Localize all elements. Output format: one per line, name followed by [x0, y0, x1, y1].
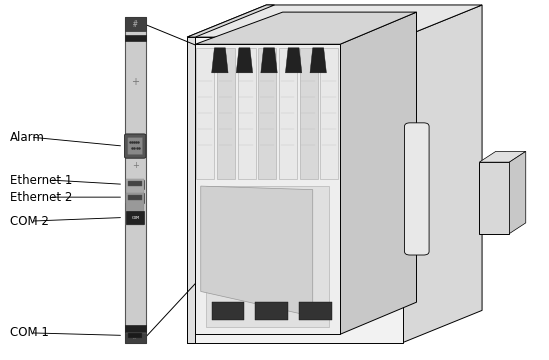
Polygon shape [259, 48, 276, 179]
Polygon shape [340, 12, 417, 334]
Polygon shape [206, 186, 329, 327]
Polygon shape [238, 48, 256, 179]
FancyBboxPatch shape [405, 123, 429, 255]
Polygon shape [201, 186, 313, 316]
Text: #: # [133, 335, 137, 340]
Polygon shape [187, 5, 482, 37]
Polygon shape [126, 193, 144, 225]
Polygon shape [195, 44, 340, 334]
Polygon shape [279, 48, 297, 179]
Polygon shape [128, 333, 143, 338]
Polygon shape [321, 48, 338, 179]
Text: COM: COM [131, 216, 139, 220]
Polygon shape [212, 48, 228, 73]
Polygon shape [128, 195, 142, 200]
Text: Alarm: Alarm [9, 131, 44, 144]
Polygon shape [187, 5, 274, 37]
Polygon shape [128, 181, 142, 186]
Polygon shape [187, 37, 403, 342]
Polygon shape [217, 48, 235, 179]
Text: Ethernet 2: Ethernet 2 [9, 191, 72, 204]
Polygon shape [310, 48, 327, 73]
Polygon shape [197, 48, 214, 179]
FancyBboxPatch shape [128, 138, 143, 155]
Polygon shape [125, 35, 145, 41]
Polygon shape [509, 152, 526, 234]
Polygon shape [126, 180, 144, 189]
Polygon shape [126, 193, 144, 203]
Polygon shape [261, 48, 277, 73]
Polygon shape [236, 48, 253, 73]
Text: Ethernet 1: Ethernet 1 [9, 174, 72, 186]
Polygon shape [195, 12, 417, 44]
Polygon shape [300, 48, 318, 179]
Polygon shape [125, 18, 145, 31]
Text: +: + [132, 161, 139, 170]
Polygon shape [187, 37, 195, 342]
Polygon shape [212, 302, 244, 320]
Polygon shape [403, 5, 482, 342]
Text: #: # [133, 20, 138, 29]
Polygon shape [285, 48, 302, 73]
Polygon shape [126, 211, 144, 224]
Polygon shape [479, 152, 526, 162]
Polygon shape [479, 162, 509, 234]
FancyBboxPatch shape [125, 134, 146, 158]
Text: +: + [131, 77, 139, 87]
Text: COM 1: COM 1 [9, 327, 48, 339]
Polygon shape [126, 179, 144, 203]
Polygon shape [299, 302, 332, 320]
Text: COM 2: COM 2 [9, 215, 48, 228]
Polygon shape [125, 18, 145, 342]
Polygon shape [125, 333, 145, 342]
Polygon shape [255, 302, 288, 320]
Polygon shape [125, 325, 145, 332]
